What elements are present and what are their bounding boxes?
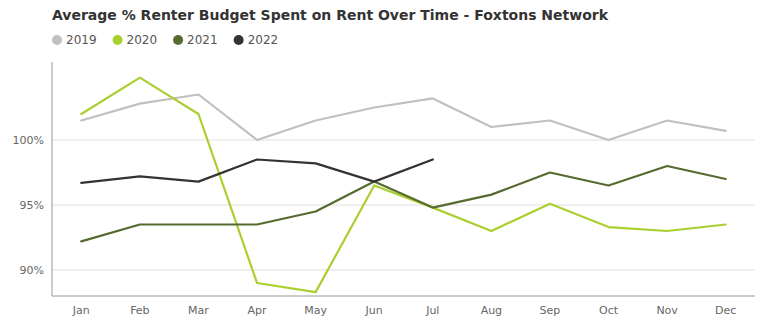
x-axis: Jan Feb Mar Apr May Jun Jul Aug Sep Oct Nov Dec bbox=[72, 304, 737, 317]
series-line bbox=[81, 78, 725, 293]
grid-line bbox=[52, 140, 755, 141]
series-line bbox=[81, 160, 433, 183]
legend-label: 2021 bbox=[187, 33, 218, 47]
plot-area bbox=[81, 78, 725, 293]
y-tick-label: 95% bbox=[20, 199, 44, 212]
chart: Average % Renter Budget Spent on Rent Ov… bbox=[0, 0, 773, 326]
x-tick-label: Feb bbox=[130, 304, 149, 317]
legend-label: 2022 bbox=[248, 33, 279, 47]
legend-label: 2019 bbox=[66, 33, 97, 47]
series-line bbox=[81, 166, 725, 241]
x-tick-label: Apr bbox=[248, 304, 268, 317]
x-tick-label: May bbox=[304, 304, 327, 317]
x-tick-label: Nov bbox=[656, 304, 678, 317]
legend-marker bbox=[113, 35, 123, 45]
y-axis: 90% 95% 100% bbox=[13, 62, 755, 296]
legend: 2019 2020 2021 2022 bbox=[52, 33, 278, 47]
x-tick-label: Jan bbox=[72, 304, 90, 317]
y-axis-line bbox=[52, 62, 53, 296]
x-tick-label: Aug bbox=[481, 304, 502, 317]
y-tick-label: 100% bbox=[13, 134, 44, 147]
legend-marker bbox=[173, 35, 183, 45]
x-tick-label: Jul bbox=[425, 304, 439, 317]
y-tick-label: 90% bbox=[20, 264, 44, 277]
legend-label: 2020 bbox=[127, 33, 158, 47]
legend-marker bbox=[234, 35, 244, 45]
grid-line bbox=[52, 205, 755, 206]
x-tick-label: Dec bbox=[715, 304, 736, 317]
x-tick-label: Sep bbox=[540, 304, 561, 317]
title: Average % Renter Budget Spent on Rent Ov… bbox=[52, 7, 609, 23]
legend-marker bbox=[52, 35, 62, 45]
x-tick-label: Jun bbox=[365, 304, 383, 317]
x-tick-label: Mar bbox=[188, 304, 209, 317]
grid-line bbox=[52, 270, 755, 271]
x-tick-label: Oct bbox=[599, 304, 619, 317]
x-axis-line bbox=[52, 296, 755, 297]
